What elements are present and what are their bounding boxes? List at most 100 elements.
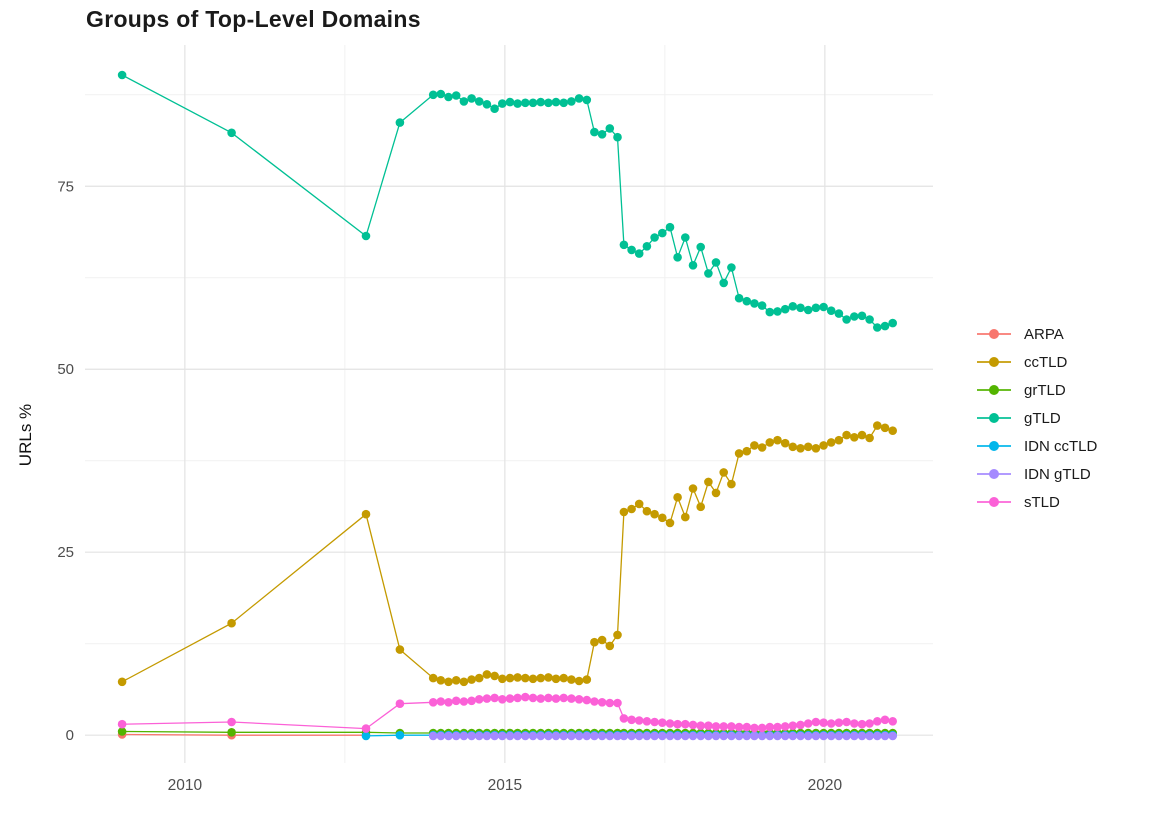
series-gTLD-point xyxy=(597,130,607,139)
series-sTLD-point xyxy=(574,695,584,704)
series-gTLD-point xyxy=(727,263,736,272)
series-sTLD-point xyxy=(582,695,592,705)
series-sTLD-point xyxy=(704,721,713,730)
legend-item-IDN-gTLD: IDN gTLD xyxy=(977,460,1097,488)
series-IDN gTLD-point xyxy=(742,731,752,741)
series-gTLD-point xyxy=(826,306,836,316)
series-ccTLD-point xyxy=(642,506,652,516)
series-gTLD-point xyxy=(880,321,890,331)
legend-key-icon xyxy=(977,441,1011,451)
series-gTLD-point xyxy=(528,98,538,108)
series-IDN gTLD-point xyxy=(436,731,446,741)
legend-key-icon xyxy=(977,329,1011,339)
series-sTLD-point xyxy=(605,698,615,708)
series-sTLD-point xyxy=(757,723,767,733)
legend-item-grTLD: grTLD xyxy=(977,376,1097,404)
series-IDN gTLD-point xyxy=(444,731,453,741)
series-gTLD-point xyxy=(780,304,790,314)
series-gTLD-point xyxy=(227,128,236,138)
series-sTLD-point xyxy=(650,717,659,727)
y-tick-label-25: 25 xyxy=(57,544,74,561)
series-ccTLD-point xyxy=(826,438,836,447)
y-axis-title: URLs % xyxy=(16,403,35,467)
series-sTLD-point xyxy=(395,699,405,708)
series-ccTLD-point xyxy=(590,637,599,647)
series-sTLD-point xyxy=(227,717,236,727)
series-ccTLD-point xyxy=(696,502,705,512)
series-gTLD-point xyxy=(819,302,828,312)
series-ccTLD-point xyxy=(467,675,476,684)
series-IDN gTLD-point xyxy=(505,731,515,741)
series-sTLD-point xyxy=(428,698,438,707)
chart-title: Groups of Top-Level Domains xyxy=(86,6,421,32)
series-sTLD-point xyxy=(490,693,499,703)
series-ccTLD-point xyxy=(444,677,453,687)
series-sTLD-point xyxy=(803,719,813,728)
series-IDN gTLD-point xyxy=(490,731,499,741)
series-IDN gTLD-point xyxy=(619,731,629,741)
series-gTLD-point xyxy=(681,233,690,242)
series-gTLD-point xyxy=(719,278,728,288)
series-IDN gTLD-point xyxy=(428,731,438,741)
series-sTLD-point xyxy=(467,696,476,706)
series-sTLD-point xyxy=(544,693,553,703)
series-IDN gTLD-point xyxy=(704,731,713,741)
series-ccTLD-point xyxy=(597,635,607,645)
series-ccTLD-point xyxy=(665,518,675,528)
series-ccTLD-point xyxy=(395,645,405,654)
series-IDN gTLD-point xyxy=(796,731,805,741)
series-ccTLD-point xyxy=(428,673,438,683)
series-IDN gTLD-point xyxy=(597,731,607,741)
series-sTLD-point xyxy=(888,717,897,726)
series-ccTLD-point xyxy=(117,677,127,687)
series-IDN gTLD-point xyxy=(681,731,690,741)
series-IDN gTLD-point xyxy=(865,731,874,741)
series-gTLD-point xyxy=(117,70,127,80)
series-sTLD-point xyxy=(482,694,492,703)
series-ccTLD-point xyxy=(505,673,515,683)
series-ccTLD-point xyxy=(521,673,530,683)
series-ccTLD-point xyxy=(673,493,682,502)
series-sTLD-point xyxy=(865,719,874,728)
series-ccTLD-point xyxy=(605,641,615,651)
series-IDN gTLD-point xyxy=(513,731,522,741)
series-gTLD-line xyxy=(121,74,893,329)
series-sTLD-point xyxy=(361,724,371,733)
series-ccTLD-point xyxy=(490,671,499,681)
series-IDN gTLD-point xyxy=(521,731,530,741)
series-IDN gTLD-point xyxy=(474,731,484,741)
series-ccTLD-point xyxy=(734,449,744,458)
series-sTLD-point xyxy=(459,697,469,706)
series-gTLD-point xyxy=(742,296,752,306)
series-IDN gTLD-point xyxy=(482,731,492,741)
legend-label: sTLD xyxy=(1024,493,1060,511)
series-sTLD-point xyxy=(681,719,690,729)
legend-label: grTLD xyxy=(1024,381,1066,399)
legend-item-ccTLD: ccTLD xyxy=(977,348,1097,376)
x-tick-label-2015: 2015 xyxy=(488,777,522,794)
series-grTLD-point xyxy=(227,728,236,737)
series-IDN gTLD-point xyxy=(536,731,545,741)
series-ccTLD-point xyxy=(436,676,446,685)
series-IDN gTLD-point xyxy=(634,731,644,741)
series-ccTLD-point xyxy=(634,499,644,509)
series-sTLD-point xyxy=(444,698,453,707)
series-ccTLD-point xyxy=(750,441,759,450)
series-sTLD xyxy=(117,692,897,733)
series-sTLD-point xyxy=(696,721,705,730)
series-ccTLD-point xyxy=(773,435,782,445)
legend-key-icon xyxy=(977,497,1011,507)
series-gTLD-point xyxy=(490,104,499,113)
series-gTLD-point xyxy=(551,97,561,107)
legend-key-icon xyxy=(977,469,1011,479)
series-gTLD-point xyxy=(658,228,667,238)
series-ccTLD-point xyxy=(780,438,790,448)
series-gTLD-point xyxy=(582,95,592,105)
series-IDN gTLD-point xyxy=(880,731,890,741)
series-ccTLD-point xyxy=(681,512,690,522)
series-sTLD-point xyxy=(613,698,622,708)
series-IDN gTLD-point xyxy=(567,731,576,741)
series-sTLD-point xyxy=(634,716,644,725)
series-sTLD-point xyxy=(796,720,805,730)
